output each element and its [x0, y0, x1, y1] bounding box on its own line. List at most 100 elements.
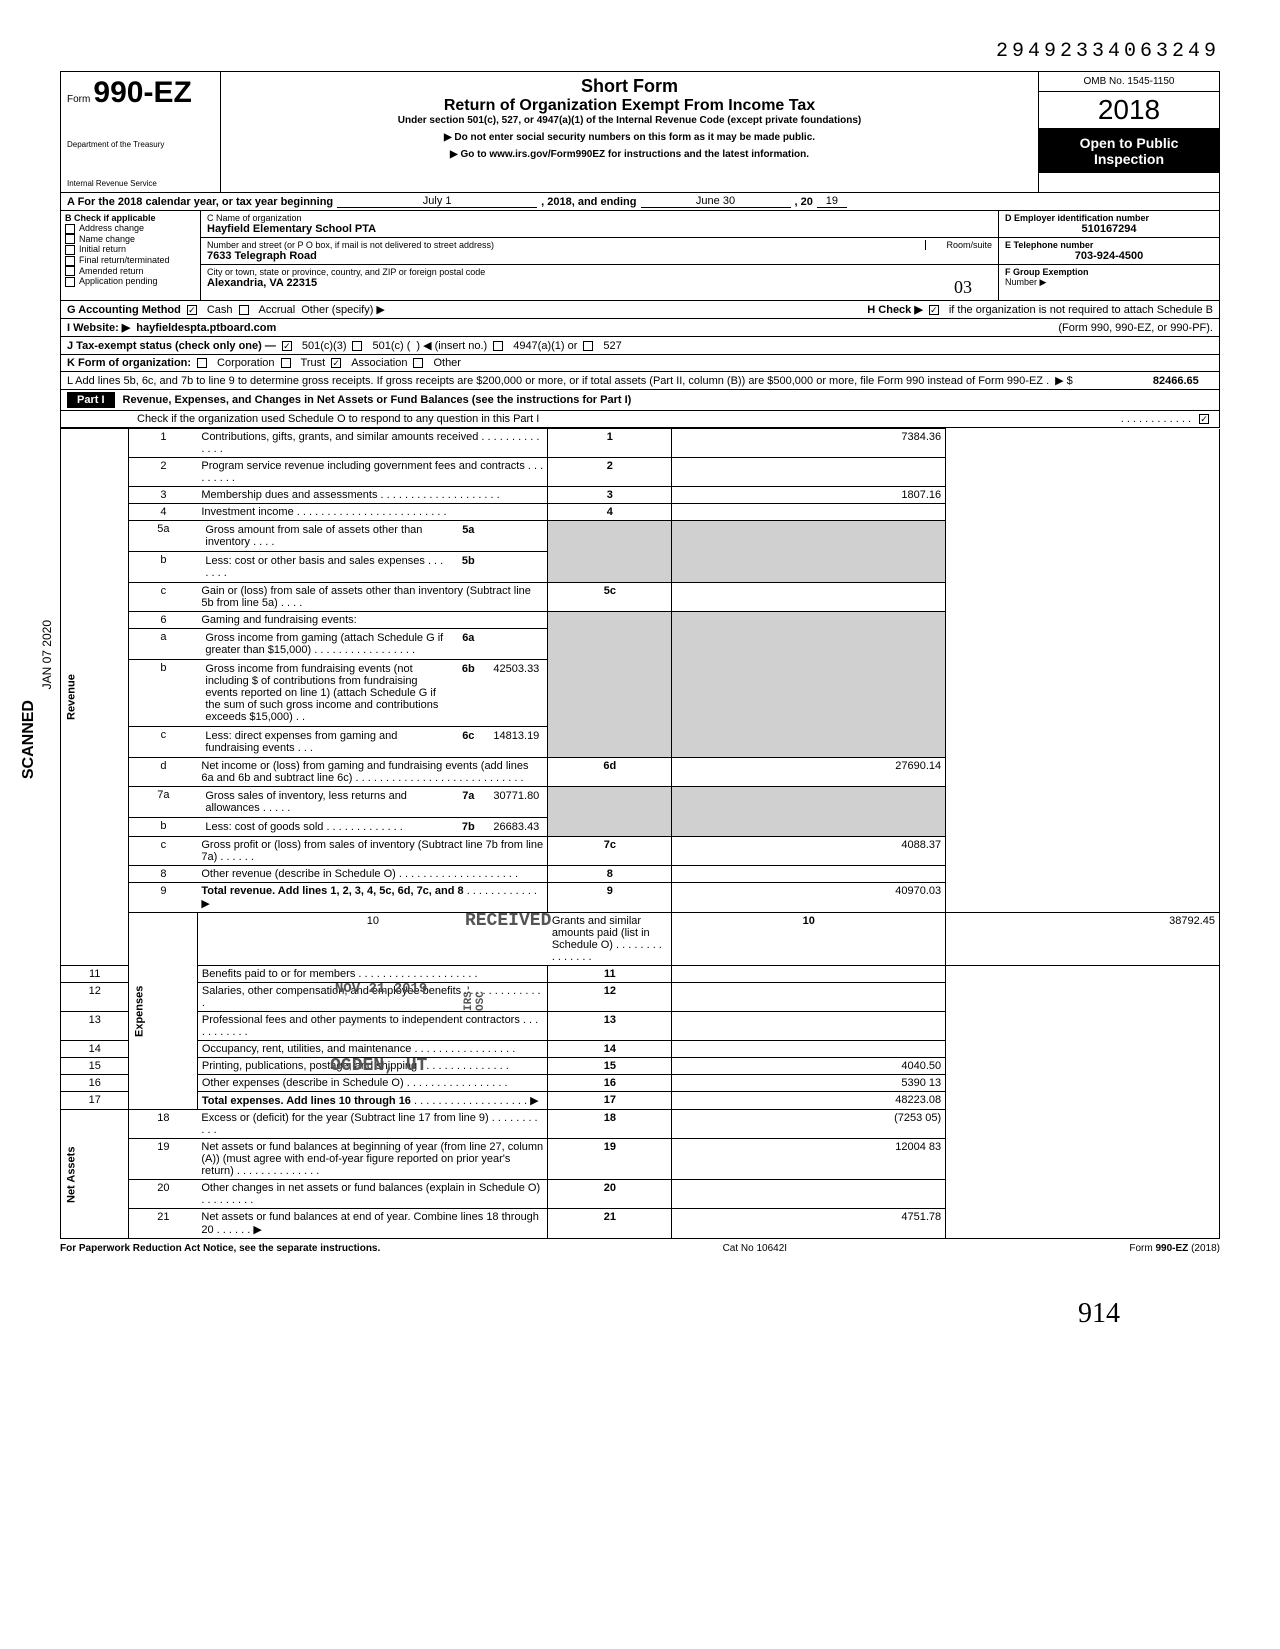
cb-schedule-b[interactable]	[929, 305, 939, 315]
c-city-label: City or town, state or province, country…	[207, 267, 992, 277]
ein-label: D Employer identification number	[1005, 213, 1149, 223]
website-value[interactable]: hayfieldespta.ptboard.com	[136, 322, 276, 334]
netassets-label: Net Assets	[61, 1110, 129, 1239]
section-bcd: B Check if applicable Address change Nam…	[60, 211, 1220, 301]
cb-amended-return[interactable]	[65, 266, 75, 276]
form-number: 990-EZ	[93, 76, 191, 109]
cb-4947[interactable]	[493, 341, 503, 351]
cb-association[interactable]	[331, 358, 341, 368]
ein-value[interactable]: 510167294	[1005, 223, 1213, 235]
hw-03: 03	[954, 277, 972, 298]
col-d-ein-phone: D Employer identification number 5101672…	[999, 211, 1219, 300]
line2-value	[672, 458, 946, 487]
cb-name-change[interactable]	[65, 234, 75, 244]
line8-value	[672, 866, 946, 883]
row-j-tax-exempt: J Tax-exempt status (check only one) — 5…	[60, 337, 1220, 355]
right-cell: OMB No. 1545-1150 2018 Open to PublicIns…	[1039, 72, 1219, 192]
phone-value[interactable]: 703-924-4500	[1005, 250, 1213, 262]
tax-year: 2018	[1039, 92, 1219, 129]
line14-value	[672, 1041, 946, 1058]
row-a-tax-year: A For the 2018 calendar year, or tax yea…	[60, 193, 1220, 211]
line6d-value: 27690.14	[672, 758, 946, 787]
expenses-label: Expenses	[129, 913, 197, 1110]
footer-mid: Cat No 10642I	[723, 1243, 788, 1254]
line21-value: 4751.78	[672, 1209, 946, 1239]
document-number: 29492334063249	[60, 40, 1220, 63]
part1-label: Part I	[67, 392, 115, 408]
tax-year-yy[interactable]: 19	[817, 195, 847, 208]
cb-501c3[interactable]	[282, 341, 292, 351]
title-cell: Short Form Return of Organization Exempt…	[221, 72, 1039, 192]
col-c-org-info: C Name of organization Hayfield Elementa…	[201, 211, 999, 300]
line20-value	[672, 1180, 946, 1209]
hw-914: 914	[1078, 1298, 1120, 1329]
tax-year-begin[interactable]: July 1	[337, 195, 537, 208]
row-g-h: G Accounting Method Cash Accrual Other (…	[60, 301, 1220, 319]
form-id-cell: Form 990-EZ Department of the Treasury I…	[61, 72, 221, 192]
row-l-gross-receipts: L Add lines 5b, 6c, and 7b to line 9 to …	[60, 372, 1220, 390]
line10-value: 38792.45	[946, 913, 1220, 966]
line5b-value	[483, 554, 543, 580]
title-goto: ▶ Go to www.irs.gov/Form990EZ for instru…	[229, 149, 1030, 160]
omb-number: OMB No. 1545-1150	[1039, 72, 1219, 92]
cb-final-return[interactable]	[65, 256, 75, 266]
line5c-value	[672, 583, 946, 612]
group-label: F Group Exemption	[1005, 267, 1089, 277]
footer-left: For Paperwork Reduction Act Notice, see …	[60, 1243, 380, 1254]
b-label: B Check if applicable	[65, 213, 196, 223]
line15-value: 4040.50	[672, 1058, 946, 1075]
line16-value: 5390 13	[672, 1075, 946, 1092]
line11-value	[672, 966, 946, 983]
part1-title: Revenue, Expenses, and Changes in Net As…	[123, 394, 632, 406]
col-b-checkboxes: B Check if applicable Address change Nam…	[61, 211, 201, 300]
phone-label: E Telephone number	[1005, 240, 1093, 250]
cb-application-pending[interactable]	[65, 277, 75, 287]
line6c-value: 14813.19	[483, 729, 543, 755]
line5a-value	[483, 523, 543, 549]
line17-value: 48223.08	[672, 1092, 946, 1110]
title-warn: ▶ Do not enter social security numbers o…	[229, 132, 1030, 143]
line4-value	[672, 504, 946, 521]
row-i-website: I Website: ▶ hayfieldespta.ptboard.com (…	[60, 319, 1220, 337]
line12-value	[672, 983, 946, 1012]
title-short: Short Form	[229, 76, 1030, 97]
main-table: Revenue 1 Contributions, gifts, grants, …	[60, 428, 1220, 1239]
cb-527[interactable]	[583, 341, 593, 351]
line13-value	[672, 1012, 946, 1041]
part1-check-row: Check if the organization used Schedule …	[60, 411, 1220, 428]
cb-initial-return[interactable]	[65, 245, 75, 255]
cb-trust[interactable]	[281, 358, 291, 368]
org-name[interactable]: Hayfield Elementary School PTA	[207, 223, 992, 235]
revenue-label: Revenue	[61, 429, 129, 966]
cb-corporation[interactable]	[197, 358, 207, 368]
dept-treasury: Department of the Treasury	[67, 140, 214, 149]
title-main: Return of Organization Exempt From Incom…	[229, 97, 1030, 115]
scanned-stamp: SCANNED	[20, 700, 38, 779]
footer: For Paperwork Reduction Act Notice, see …	[60, 1239, 1220, 1258]
tax-year-end[interactable]: June 30	[641, 195, 791, 208]
open-public: Open to PublicInspection	[1039, 129, 1219, 173]
group-label2: Number ▶	[1005, 277, 1046, 288]
jan-date-stamp: JAN 07 2020	[40, 620, 54, 689]
form-prefix: Form	[67, 94, 90, 105]
org-city[interactable]: Alexandria, VA 22315	[207, 277, 317, 289]
cb-other-org[interactable]	[413, 358, 423, 368]
line7c-value: 4088.37	[672, 837, 946, 866]
cb-accrual[interactable]	[239, 305, 249, 315]
line7b-value: 26683.43	[483, 820, 543, 834]
part1-header-row: Part I Revenue, Expenses, and Changes in…	[60, 390, 1220, 411]
line6a-value	[483, 631, 543, 657]
org-street[interactable]: 7633 Telegraph Road	[207, 250, 992, 262]
cb-501c[interactable]	[352, 341, 362, 351]
cb-cash[interactable]	[187, 305, 197, 315]
line19-value: 12004 83	[672, 1139, 946, 1180]
c-name-label: C Name of organization	[207, 213, 992, 223]
line6b-value: 42503.33	[483, 662, 543, 724]
footer-right: Form 990-EZ (2018)	[1129, 1243, 1220, 1254]
line3-value: 1807.16	[672, 487, 946, 504]
line18-value: (7253 05)	[672, 1110, 946, 1139]
cb-address-change[interactable]	[65, 224, 75, 234]
cb-schedule-o[interactable]	[1199, 414, 1209, 424]
title-under: Under section 501(c), 527, or 4947(a)(1)…	[229, 115, 1030, 126]
form-header: Form 990-EZ Department of the Treasury I…	[60, 71, 1220, 193]
